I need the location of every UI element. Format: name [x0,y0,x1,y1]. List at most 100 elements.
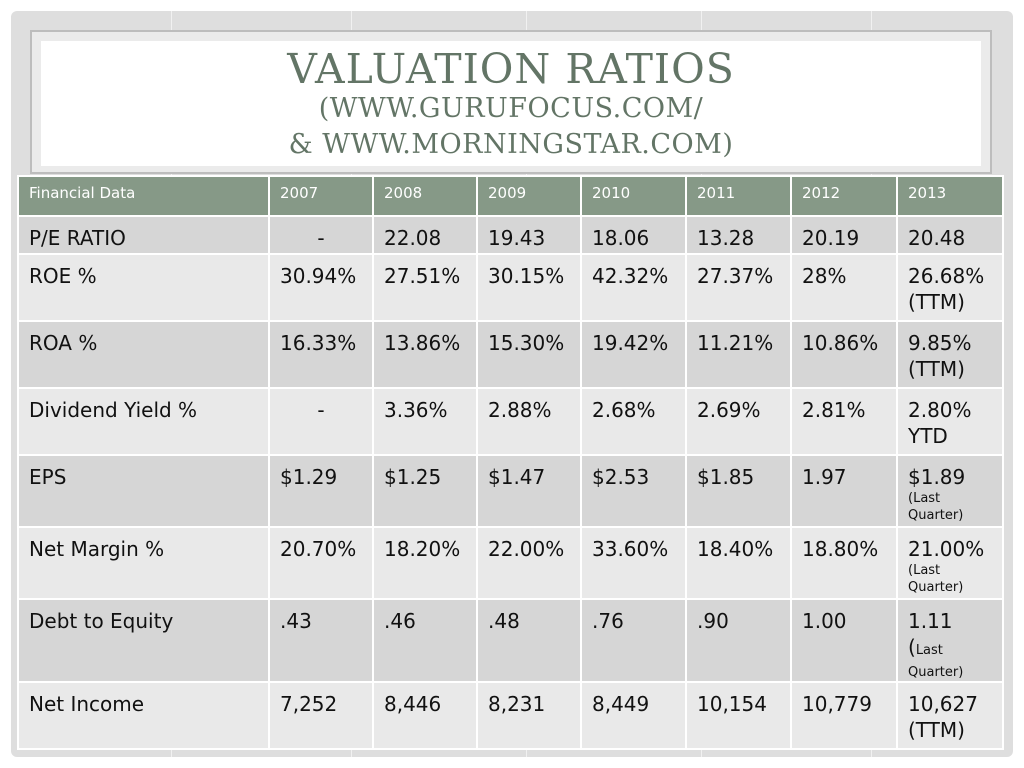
cell-note: Last [915,643,943,658]
cell-value: 26.68% [908,264,985,288]
table-cell: .48 [476,598,582,683]
title-line-1: VALUATION RATIOS [287,45,735,93]
table-cell: $2.53 [580,454,687,528]
table-row: EPS $1.29 $1.25 $1.47 $2.53 $1.85 1.97 $… [17,454,1004,528]
table-cell: 2.69% [685,387,792,456]
row-label: Net Margin % [17,526,270,600]
table-cell: - [268,387,374,456]
table-cell: .90 [685,598,792,683]
table-cell: - [268,215,374,255]
cell-value: 21.00% [908,537,985,561]
table-cell: 42.32% [580,253,687,322]
header-2011: 2011 [685,175,792,217]
row-label: ROA % [17,320,270,389]
table-cell: 3.36% [372,387,478,456]
table-cell: 20.70% [268,526,374,600]
cell-note: YTD [908,424,948,448]
table-cell: 8,446 [372,681,478,750]
header-2007: 2007 [268,175,374,217]
table-row: Net Margin % 20.70% 18.20% 22.00% 33.60%… [17,526,1004,600]
table-cell: 8,231 [476,681,582,750]
table-cell: 18.40% [685,526,792,600]
table-row: Dividend Yield % - 3.36% 2.88% 2.68% 2.6… [17,387,1004,456]
table-cell: 20.19 [790,215,898,255]
table-cell: .43 [268,598,374,683]
table-cell: 27.51% [372,253,478,322]
table-cell: 9.85% (TTM) [896,320,1004,389]
table-cell: $1.89 (Last Quarter) [896,454,1004,528]
table-cell: 30.15% [476,253,582,322]
row-label: P/E RATIO [17,215,270,255]
table-cell: 22.00% [476,526,582,600]
table-cell: 1.97 [790,454,898,528]
cell-value: $1.89 [908,465,966,489]
financial-data-table: Financial Data 2007 2008 2009 2010 2011 … [17,175,1004,750]
header-2013: 2013 [896,175,1004,217]
table-cell: 18.06 [580,215,687,255]
table-cell: 18.80% [790,526,898,600]
cell-note: (TTM) [908,357,965,381]
table-cell: 10,779 [790,681,898,750]
table-cell: 10.86% [790,320,898,389]
table-cell: 20.48 [896,215,1004,255]
table-cell: 1.11 (Last Quarter) [896,598,1004,683]
table-cell: 13.28 [685,215,792,255]
table-cell: 11.21% [685,320,792,389]
table-row: Debt to Equity .43 .46 .48 .76 .90 1.00 … [17,598,1004,683]
cell-note: (Last Quarter) [908,491,964,523]
table-cell: 2.68% [580,387,687,456]
table-cell: .46 [372,598,478,683]
table-cell: 7,252 [268,681,374,750]
table-cell: $1.47 [476,454,582,528]
table-cell: 8,449 [580,681,687,750]
header-2010: 2010 [580,175,687,217]
header-2008: 2008 [372,175,478,217]
table-cell: 15.30% [476,320,582,389]
cell-value: 2.80% [908,398,972,422]
cell-note: (TTM) [908,290,965,314]
table-cell: 33.60% [580,526,687,600]
table-cell: 2.81% [790,387,898,456]
table-cell: 2.80% YTD [896,387,1004,456]
cell-value: 1.11 [908,609,953,633]
table-cell: 19.42% [580,320,687,389]
table-cell: $1.85 [685,454,792,528]
cell-value: 10,627 [908,692,978,716]
title-line-2: (WWW.GURUFOCUS.COM/ [318,93,704,124]
table-cell: $1.25 [372,454,478,528]
table-cell: .76 [580,598,687,683]
table-row: ROE % 30.94% 27.51% 30.15% 42.32% 27.37%… [17,253,1004,322]
table-cell: 13.86% [372,320,478,389]
table-cell: 28% [790,253,898,322]
row-label: Net Income [17,681,270,750]
row-label: ROE % [17,253,270,322]
title-line-3: & WWW.MORNINGSTAR.COM) [288,129,734,160]
row-label: EPS [17,454,270,528]
header-2009: 2009 [476,175,582,217]
table-cell: 26.68% (TTM) [896,253,1004,322]
table-row: P/E RATIO - 22.08 19.43 18.06 13.28 20.1… [17,215,1004,255]
table-row: ROA % 16.33% 13.86% 15.30% 19.42% 11.21%… [17,320,1004,389]
slide-title: VALUATION RATIOS (WWW.GURUFOCUS.COM/ & W… [41,47,981,163]
header-2012: 2012 [790,175,898,217]
table-header-row: Financial Data 2007 2008 2009 2010 2011 … [17,175,1004,217]
table-cell: 10,154 [685,681,792,750]
title-panel [41,41,981,166]
table-cell: $1.29 [268,454,374,528]
header-financial-data: Financial Data [17,175,270,217]
table-cell: 16.33% [268,320,374,389]
table-cell: 2.88% [476,387,582,456]
row-label: Debt to Equity [17,598,270,683]
table-cell: 22.08 [372,215,478,255]
table-row: Net Income 7,252 8,446 8,231 8,449 10,15… [17,681,1004,750]
cell-value: 9.85% [908,331,972,355]
table-cell: 21.00% (Last Quarter) [896,526,1004,600]
row-label: Dividend Yield % [17,387,270,456]
table-cell: 19.43 [476,215,582,255]
table-cell: 18.20% [372,526,478,600]
table-cell: 10,627 (TTM) [896,681,1004,750]
table-cell: 27.37% [685,253,792,322]
cell-note-paren: ( [908,635,916,659]
table-cell: 1.00 [790,598,898,683]
cell-note-2: Quarter) [908,665,964,680]
